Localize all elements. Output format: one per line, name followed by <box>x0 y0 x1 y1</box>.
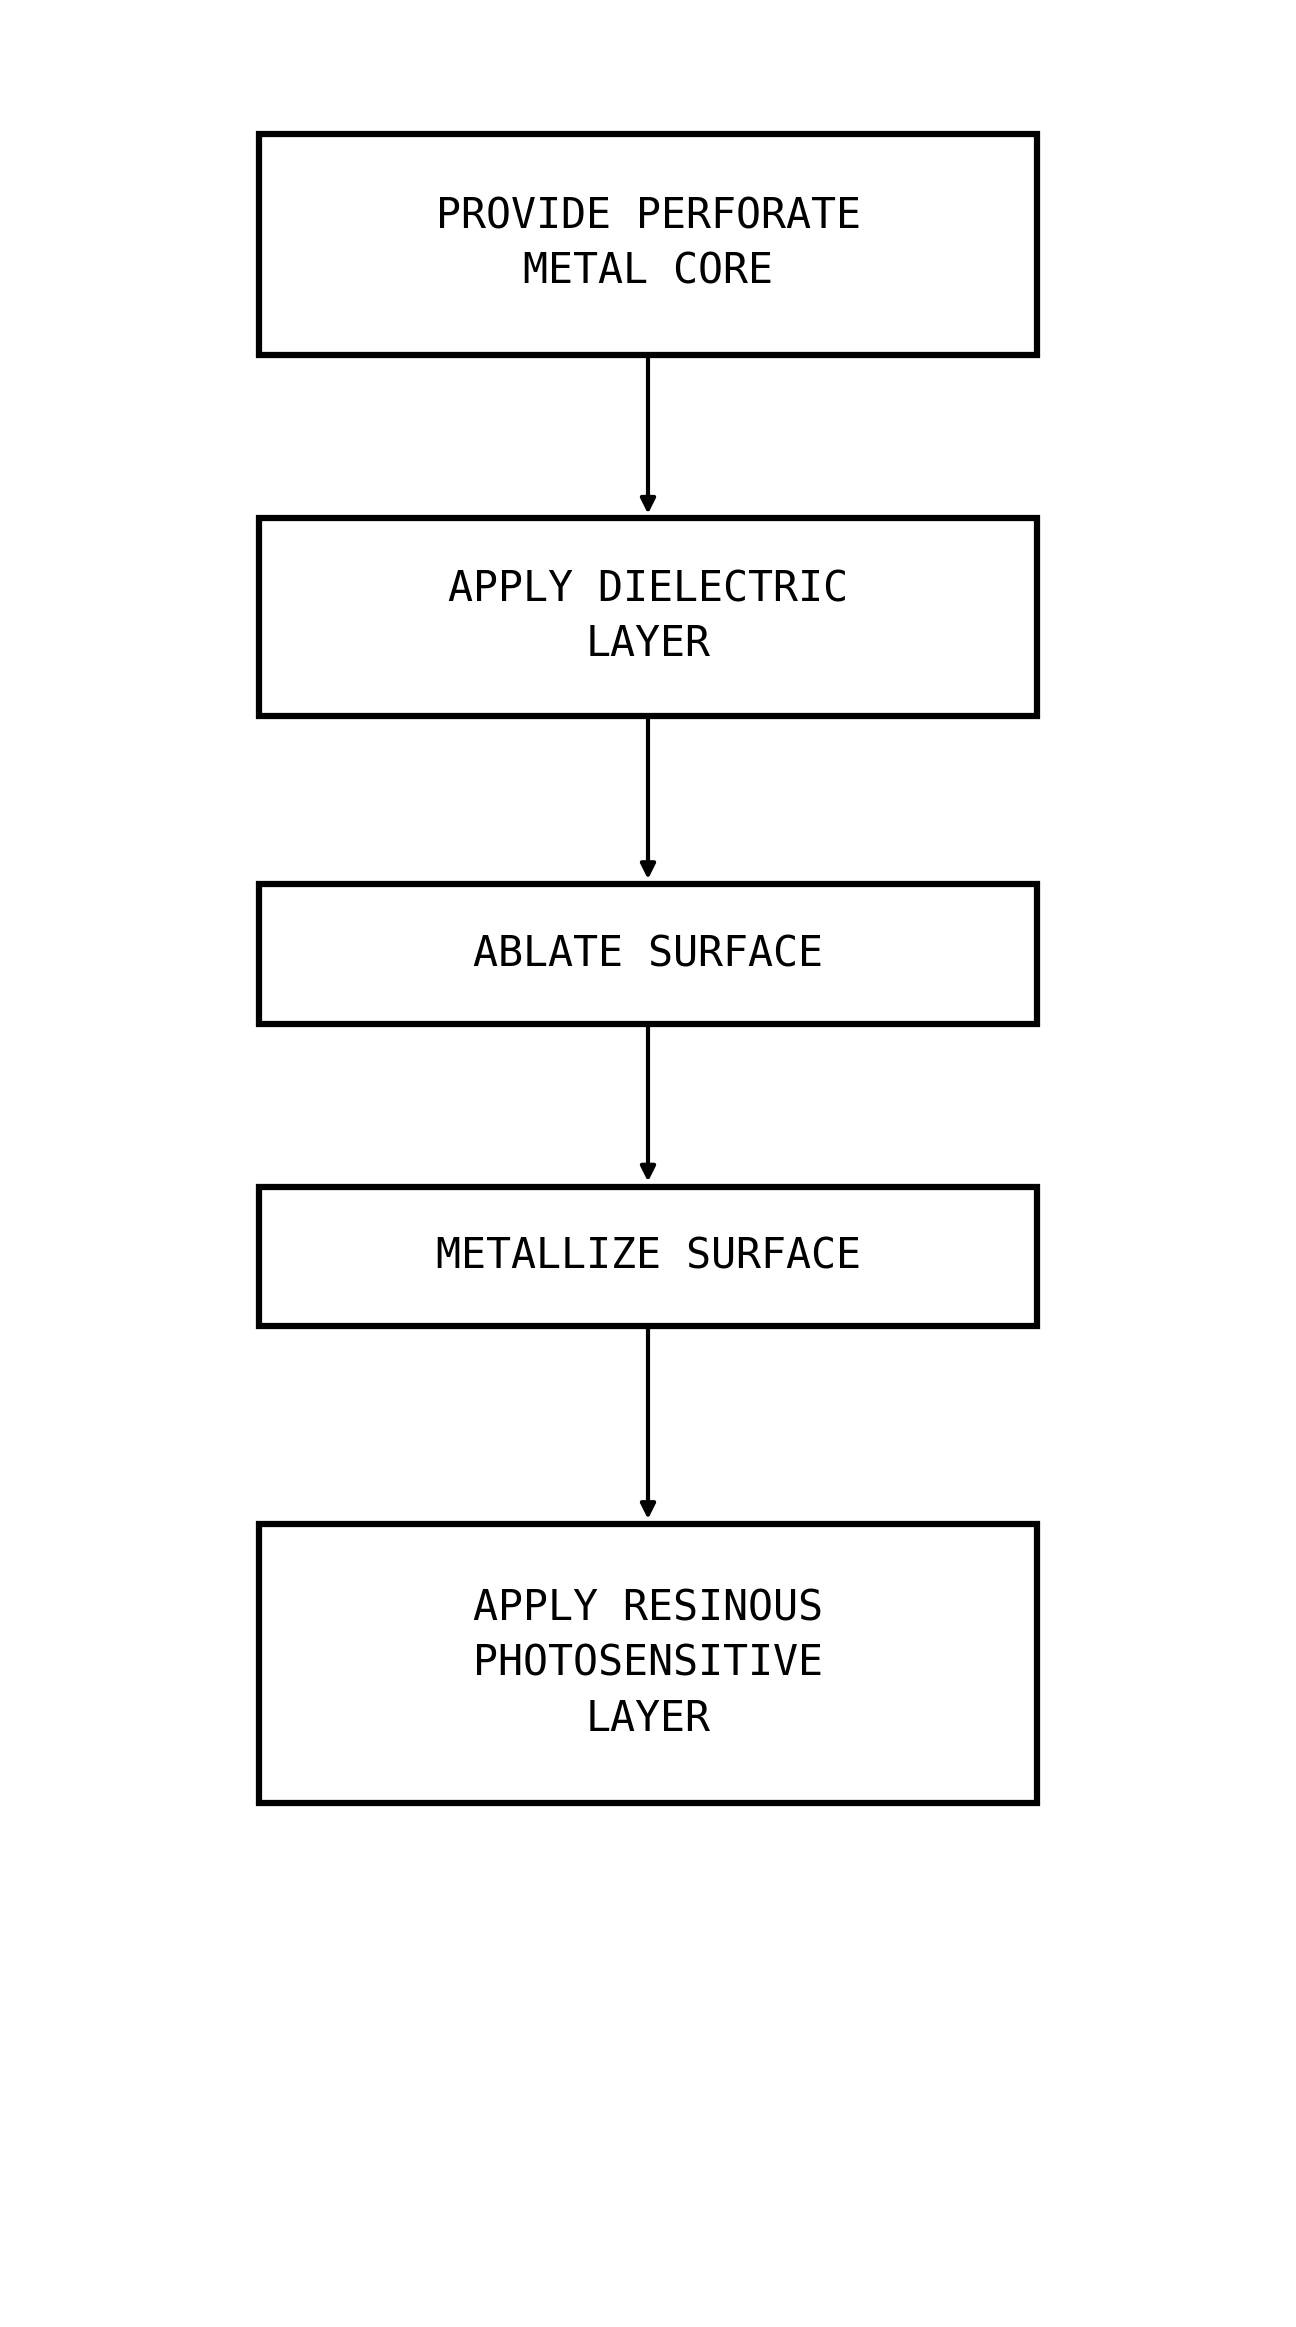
Text: PROVIDE PERFORATE
METAL CORE: PROVIDE PERFORATE METAL CORE <box>435 195 861 293</box>
Bar <box>259 1187 1037 1326</box>
Text: APPLY RESINOUS
PHOTOSENSITIVE
LAYER: APPLY RESINOUS PHOTOSENSITIVE LAYER <box>473 1587 823 1741</box>
Bar <box>259 884 1037 1024</box>
Bar <box>259 1524 1037 1803</box>
Text: METALLIZE SURFACE: METALLIZE SURFACE <box>435 1236 861 1278</box>
Text: ABLATE SURFACE: ABLATE SURFACE <box>473 933 823 975</box>
Bar <box>259 519 1037 717</box>
Bar <box>259 133 1037 354</box>
Text: APPLY DIELECTRIC
LAYER: APPLY DIELECTRIC LAYER <box>448 568 848 666</box>
